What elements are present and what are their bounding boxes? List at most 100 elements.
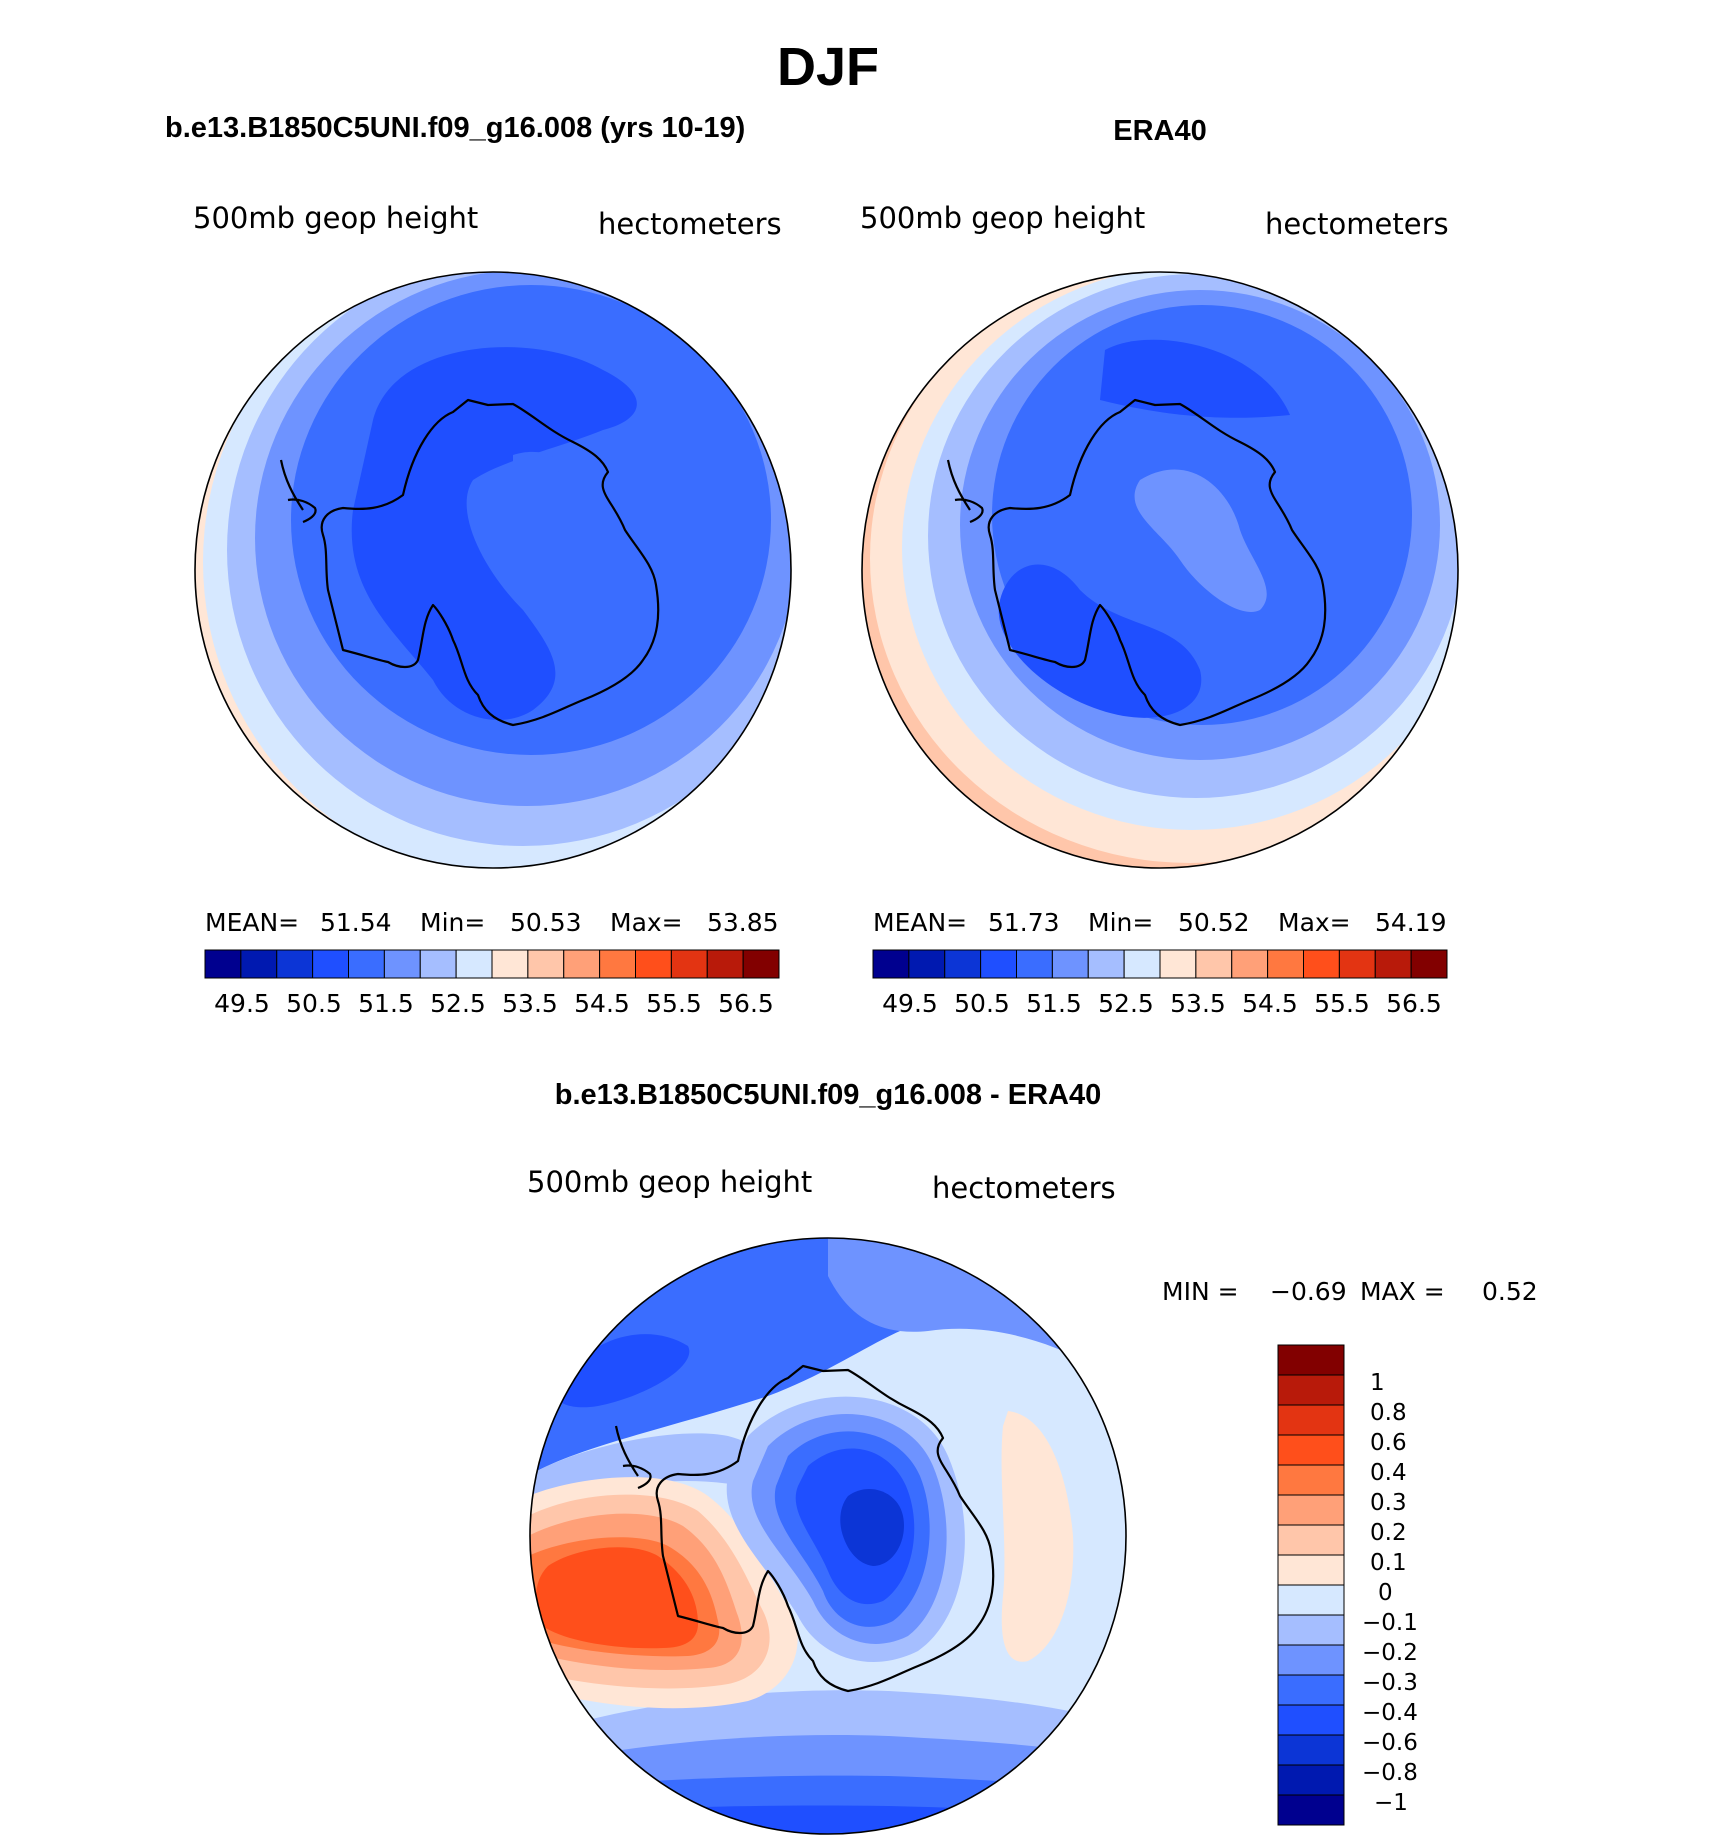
- colorbar-tick: 55.5: [1314, 989, 1370, 1018]
- colorbar-swatch: [1277, 1374, 1345, 1406]
- colorbar-swatch: [312, 949, 349, 979]
- colorbar-swatch: [706, 949, 744, 979]
- colorbar-tick: 0.8: [1370, 1400, 1407, 1426]
- colorbar-swatch: [1277, 1614, 1345, 1646]
- colorbar-swatch: [563, 949, 601, 979]
- colorbar-labels-difference: 1 0.8 0.6 0.4 0.3 0.2 0.1 0 −0.1 −0.2 −0…: [1362, 1370, 1418, 1816]
- colorbar-tick: −0.2: [1362, 1640, 1418, 1666]
- colorbar-tick: 54.5: [574, 989, 630, 1018]
- panel-model: b.e13.B1850C5UNI.f09_g16.008 (yrs 10-19)…: [165, 112, 792, 1018]
- mean-value: 51.73: [988, 908, 1060, 937]
- colorbar-swatch: [1195, 949, 1233, 979]
- variable-label: 500mb geop height: [193, 201, 478, 235]
- minmax-line: MIN = −0.69 MAX = 0.52: [1162, 1277, 1538, 1306]
- colorbar-swatch: [872, 949, 910, 979]
- colorbar-tick: −0.3: [1362, 1670, 1418, 1696]
- colorbar-swatch: [670, 949, 708, 979]
- variable-label: 500mb geop height: [527, 1165, 812, 1199]
- min-value: 50.52: [1178, 908, 1250, 937]
- colorbar-swatch: [1277, 1794, 1345, 1826]
- colorbar-swatch: [1016, 949, 1053, 979]
- colorbar-swatch: [1159, 949, 1197, 979]
- colorbar-swatch: [742, 949, 780, 979]
- colorbar-tick: 52.5: [1098, 989, 1154, 1018]
- mean-label: MEAN=: [873, 908, 967, 937]
- panel-obs: ERA40 500mb geop height hectometers MEAN…: [860, 115, 1459, 1018]
- units-label: hectometers: [1265, 207, 1449, 241]
- colorbar-swatch: [491, 949, 529, 979]
- max-label: MAX =: [1360, 1277, 1445, 1306]
- colorbar-swatch: [1087, 949, 1125, 979]
- polar-map-difference: [529, 1237, 1127, 1835]
- colorbar-swatch: [348, 949, 385, 979]
- colorbar-swatch: [1277, 1344, 1345, 1376]
- colorbar-tick: −0.6: [1362, 1730, 1418, 1756]
- colorbar-swatch: [240, 949, 278, 979]
- colorbar-tick: 0.2: [1370, 1520, 1407, 1546]
- polar-map-model: [194, 271, 792, 869]
- colorbar-tick: 52.5: [430, 989, 486, 1018]
- colorbar-swatch: [1277, 1554, 1345, 1586]
- colorbar-tick: 1: [1370, 1370, 1385, 1396]
- colorbar-swatch: [1277, 1764, 1345, 1796]
- colorbar-swatch: [908, 949, 946, 979]
- colorbar-model: [204, 949, 780, 979]
- min-value: 50.53: [510, 908, 582, 937]
- max-value: 0.52: [1482, 1277, 1538, 1306]
- min-label: MIN =: [1162, 1277, 1239, 1306]
- colorbar-swatch: [1277, 1644, 1345, 1676]
- colorbar-tick: 51.5: [358, 989, 414, 1018]
- colorbar-swatch: [1277, 1734, 1345, 1766]
- min-value: −0.69: [1270, 1277, 1347, 1306]
- units-label: hectometers: [598, 207, 782, 241]
- colorbar-swatch: [383, 949, 421, 979]
- colorbar-tick: 50.5: [954, 989, 1010, 1018]
- colorbar-swatch: [455, 949, 493, 979]
- colorbar-tick: 0.6: [1370, 1430, 1407, 1456]
- colorbar-swatch: [1267, 949, 1304, 979]
- colorbar-tick: 49.5: [882, 989, 938, 1018]
- colorbar-swatch: [204, 949, 242, 979]
- colorbar-swatch: [1374, 949, 1412, 979]
- colorbar-swatch: [1338, 949, 1376, 979]
- colorbar-tick: 0.4: [1370, 1460, 1407, 1486]
- colorbar-swatch: [599, 949, 636, 979]
- colorbar-tick: −0.4: [1362, 1700, 1418, 1726]
- colorbar-tick: −1: [1374, 1790, 1408, 1816]
- colorbar-swatch: [1123, 949, 1161, 979]
- page-title: DJF: [777, 37, 879, 97]
- colorbar-tick: 54.5: [1242, 989, 1298, 1018]
- colorbar-swatch: [1277, 1494, 1345, 1526]
- colorbar-tick: 49.5: [214, 989, 270, 1018]
- colorbar-tick: 56.5: [1386, 989, 1442, 1018]
- max-value: 53.85: [707, 908, 779, 937]
- colorbar-swatch: [276, 949, 314, 979]
- colorbar-swatch: [1277, 1704, 1345, 1736]
- stats-line: MEAN= 51.73 Min= 50.52 Max= 54.19: [873, 908, 1447, 937]
- colorbar-swatch: [1231, 949, 1269, 979]
- colorbar-tick: 56.5: [718, 989, 774, 1018]
- mean-label: MEAN=: [205, 908, 299, 937]
- panel-title: b.e13.B1850C5UNI.f09_g16.008 - ERA40: [555, 1079, 1101, 1111]
- max-label: Max=: [1278, 908, 1351, 937]
- colorbar-swatch: [1277, 1464, 1345, 1496]
- colorbar-swatch: [527, 949, 565, 979]
- colorbar-swatch: [419, 949, 457, 979]
- colorbar-tick: −0.1: [1362, 1610, 1418, 1636]
- min-label: Min=: [1088, 908, 1153, 937]
- colorbar-difference: [1277, 1344, 1345, 1826]
- colorbar-tick: −0.8: [1362, 1760, 1418, 1786]
- colorbar-tick: 53.5: [1170, 989, 1226, 1018]
- colorbar-tick: 51.5: [1026, 989, 1082, 1018]
- polar-map-obs: [861, 271, 1459, 869]
- colorbar-ticks-model: 49.5 50.5 51.5 52.5 53.5 54.5 55.5 56.5: [214, 989, 774, 1018]
- colorbar-swatch: [1277, 1524, 1345, 1556]
- max-value: 54.19: [1375, 908, 1447, 937]
- colorbar-swatch: [1277, 1434, 1345, 1466]
- max-label: Max=: [610, 908, 683, 937]
- colorbar-swatch: [980, 949, 1017, 979]
- panel-title: b.e13.B1850C5UNI.f09_g16.008 (yrs 10-19): [165, 112, 745, 144]
- colorbar-tick: 0.3: [1370, 1490, 1407, 1516]
- variable-label: 500mb geop height: [860, 201, 1145, 235]
